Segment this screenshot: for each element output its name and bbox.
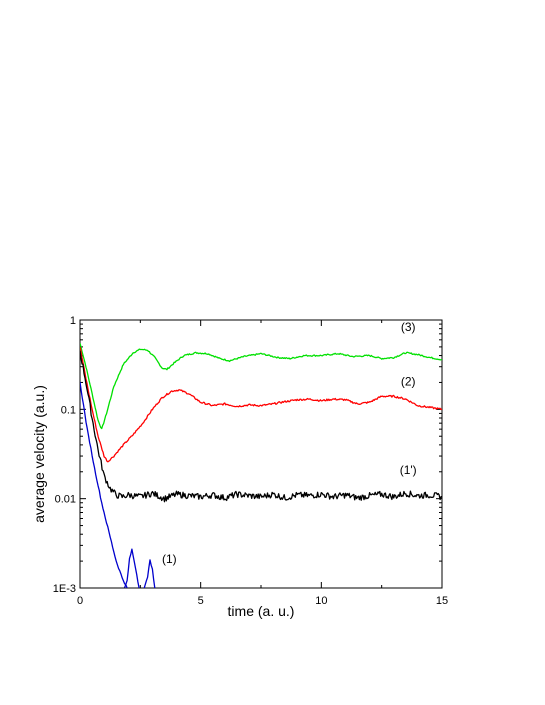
x-axis: 0 5 10 15	[77, 320, 448, 607]
x-tick-label: 5	[198, 595, 204, 607]
y-tick-label: 0.1	[61, 404, 76, 416]
series-line	[80, 381, 128, 588]
series-line	[123, 548, 140, 588]
series-layer	[80, 343, 442, 588]
y-tick-label: 1E-3	[53, 583, 76, 595]
series-label: (2)	[401, 374, 416, 388]
series-line	[80, 343, 442, 430]
series-0	[80, 343, 442, 430]
x-axis-title: time (a. u.)	[228, 603, 295, 619]
y-axis: 1E-3 0.01 0.1 1	[53, 315, 442, 595]
series-line	[143, 559, 156, 588]
series-labels: (3) (2) (1') (1)	[162, 320, 417, 566]
x-tick-label: 0	[77, 595, 83, 607]
x-tick-label: 10	[315, 595, 327, 607]
series-3	[80, 381, 156, 588]
series-2	[80, 350, 442, 503]
x-tick-label: 15	[436, 595, 448, 607]
series-1	[80, 347, 442, 463]
y-tick-label: 0.01	[55, 494, 76, 506]
series-label: (3)	[401, 320, 416, 334]
y-tick-label: 1	[70, 315, 76, 327]
series-line	[80, 347, 442, 463]
series-label: (1)	[162, 552, 177, 566]
series-label: (1')	[400, 463, 417, 477]
y-axis-title: average velocity (a.u.)	[31, 385, 47, 523]
series-line	[80, 350, 442, 503]
plot-frame	[79, 319, 443, 589]
